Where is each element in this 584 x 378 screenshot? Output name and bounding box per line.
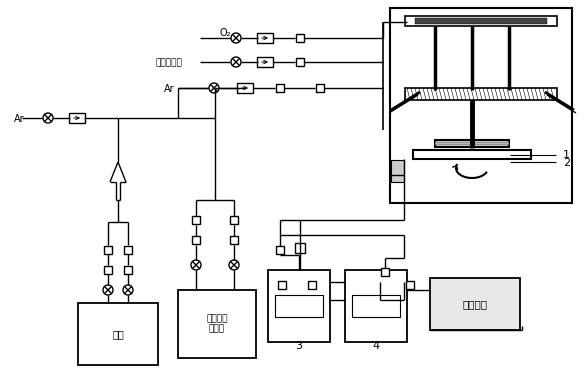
Bar	[295, 243, 305, 253]
Circle shape	[191, 260, 201, 270]
Bar	[192, 216, 200, 224]
Text: 1: 1	[563, 150, 570, 160]
Circle shape	[229, 260, 239, 270]
Bar	[316, 84, 324, 92]
Text: 4: 4	[373, 341, 380, 351]
Bar	[124, 266, 132, 274]
Bar	[296, 34, 304, 42]
Bar	[381, 268, 389, 276]
Bar	[275, 295, 323, 317]
Bar	[69, 113, 85, 123]
Circle shape	[231, 57, 241, 67]
Bar	[435, 140, 509, 147]
Bar	[391, 160, 404, 182]
Bar	[430, 278, 520, 330]
Text: 尾气处理: 尾气处理	[463, 299, 488, 309]
Bar	[390, 8, 572, 203]
Circle shape	[231, 33, 241, 43]
Text: 气体据水源: 气体据水源	[155, 59, 182, 68]
Bar	[276, 246, 284, 254]
Bar	[406, 281, 414, 289]
Bar	[413, 150, 531, 159]
Circle shape	[209, 83, 219, 93]
Bar	[257, 57, 273, 67]
Bar	[192, 236, 200, 244]
Circle shape	[43, 113, 53, 123]
Bar	[237, 83, 253, 93]
Bar	[415, 18, 547, 24]
Text: 3: 3	[296, 341, 303, 351]
Circle shape	[103, 285, 113, 295]
Bar	[268, 270, 330, 342]
Text: 2: 2	[563, 158, 570, 168]
Bar	[178, 290, 256, 358]
Bar	[230, 236, 238, 244]
Bar	[104, 266, 112, 274]
Bar	[276, 84, 284, 92]
Bar	[78, 303, 158, 365]
Text: Ar: Ar	[14, 114, 25, 124]
Bar	[308, 281, 316, 289]
Text: 有机成液
据水源: 有机成液 据水源	[206, 314, 228, 334]
Text: O₂: O₂	[219, 28, 231, 38]
Bar	[278, 281, 286, 289]
Bar	[405, 88, 557, 100]
Bar	[124, 246, 132, 254]
Bar	[230, 216, 238, 224]
Bar	[352, 295, 400, 317]
Bar	[296, 58, 304, 66]
Circle shape	[123, 285, 133, 295]
Bar	[104, 246, 112, 254]
Bar	[257, 33, 273, 43]
Bar	[405, 16, 557, 26]
Text: 钕源: 钕源	[112, 329, 124, 339]
Bar	[435, 142, 509, 145]
Text: Ar: Ar	[164, 84, 175, 94]
Bar	[345, 270, 407, 342]
